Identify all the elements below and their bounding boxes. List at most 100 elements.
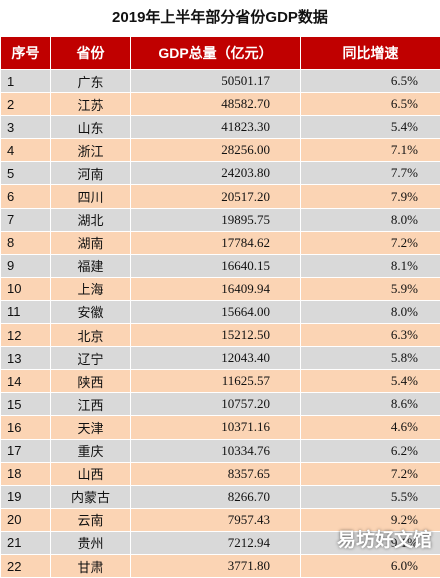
gdp-cell: 15664.00 [131, 300, 301, 323]
rank-cell: 15 [1, 393, 51, 416]
growth-cell: 6.3% [301, 324, 440, 347]
rank-cell: 12 [1, 324, 51, 347]
province-cell: 四川 [51, 185, 131, 208]
growth-cell: 5.5% [301, 485, 440, 508]
growth-cell: 7.1% [301, 139, 440, 162]
rank-cell: 2 [1, 93, 51, 116]
gdp-cell: 50501.17 [131, 70, 301, 93]
gdp-cell: 7212.94 [131, 531, 301, 554]
gdp-cell: 11625.57 [131, 370, 301, 393]
growth-cell: 6.2% [301, 439, 440, 462]
province-cell: 广东 [51, 70, 131, 93]
table-title: 2019年上半年部分省份GDP数据 [0, 0, 440, 36]
province-cell: 陕西 [51, 370, 131, 393]
province-cell: 重庆 [51, 439, 131, 462]
growth-cell: 7.9% [301, 185, 440, 208]
gdp-cell: 10371.16 [131, 416, 301, 439]
province-cell: 福建 [51, 254, 131, 277]
growth-cell: 8.1% [301, 254, 440, 277]
rank-cell: 7 [1, 208, 51, 231]
rank-cell: 18 [1, 462, 51, 485]
gdp-cell: 7957.43 [131, 508, 301, 531]
province-cell: 江西 [51, 393, 131, 416]
gdp-cell: 12043.40 [131, 347, 301, 370]
rank-cell: 13 [1, 347, 51, 370]
gdp-cell: 17784.62 [131, 231, 301, 254]
growth-cell: 8.0% [301, 300, 440, 323]
growth-cell: 7.2% [301, 231, 440, 254]
rank-cell: 17 [1, 439, 51, 462]
province-cell: 湖北 [51, 208, 131, 231]
province-cell: 上海 [51, 277, 131, 300]
province-cell: 贵州 [51, 531, 131, 554]
province-cell: 安徽 [51, 300, 131, 323]
rank-cell: 6 [1, 185, 51, 208]
growth-cell: 8.6% [301, 393, 440, 416]
growth-cell: 5.9% [301, 277, 440, 300]
gdp-cell: 20517.20 [131, 185, 301, 208]
rank-cell: 10 [1, 277, 51, 300]
rank-cell: 11 [1, 300, 51, 323]
rank-cell: 20 [1, 508, 51, 531]
gdp-cell: 16640.15 [131, 254, 301, 277]
header-province: 省份 [51, 37, 131, 70]
gdp-cell: 15212.50 [131, 324, 301, 347]
rank-cell: 21 [1, 531, 51, 554]
province-cell: 山东 [51, 116, 131, 139]
watermark-text: 易坊好文馆 [337, 525, 432, 552]
rank-cell: 16 [1, 416, 51, 439]
header-row: 序号 省份 GDP总量（亿元） 同比增速 [1, 37, 440, 70]
province-cell: 天津 [51, 416, 131, 439]
province-cell: 北京 [51, 324, 131, 347]
gdp-cell: 8357.65 [131, 462, 301, 485]
gdp-cell: 16409.94 [131, 277, 301, 300]
growth-cell: 5.8% [301, 347, 440, 370]
province-cell: 云南 [51, 508, 131, 531]
gdp-cell: 8266.70 [131, 485, 301, 508]
growth-cell: 5.4% [301, 370, 440, 393]
rank-cell: 14 [1, 370, 51, 393]
province-cell: 江苏 [51, 93, 131, 116]
rank-cell: 4 [1, 139, 51, 162]
province-cell: 湖南 [51, 231, 131, 254]
province-cell: 河南 [51, 162, 131, 185]
header-rank: 序号 [1, 37, 51, 70]
province-cell: 浙江 [51, 139, 131, 162]
growth-cell: 5.4% [301, 116, 440, 139]
province-cell: 山西 [51, 462, 131, 485]
rank-cell: 19 [1, 485, 51, 508]
rank-cell: 3 [1, 116, 51, 139]
gdp-cell: 19895.75 [131, 208, 301, 231]
rank-cell: 5 [1, 162, 51, 185]
province-cell: 内蒙古 [51, 485, 131, 508]
header-gdp: GDP总量（亿元） [131, 37, 301, 70]
rank-cell: 9 [1, 254, 51, 277]
gdp-cell: 10334.76 [131, 439, 301, 462]
growth-cell: 6.5% [301, 93, 440, 116]
growth-cell: 7.2% [301, 462, 440, 485]
growth-cell: 4.6% [301, 416, 440, 439]
rank-cell: 1 [1, 70, 51, 93]
gdp-cell: 48582.70 [131, 93, 301, 116]
